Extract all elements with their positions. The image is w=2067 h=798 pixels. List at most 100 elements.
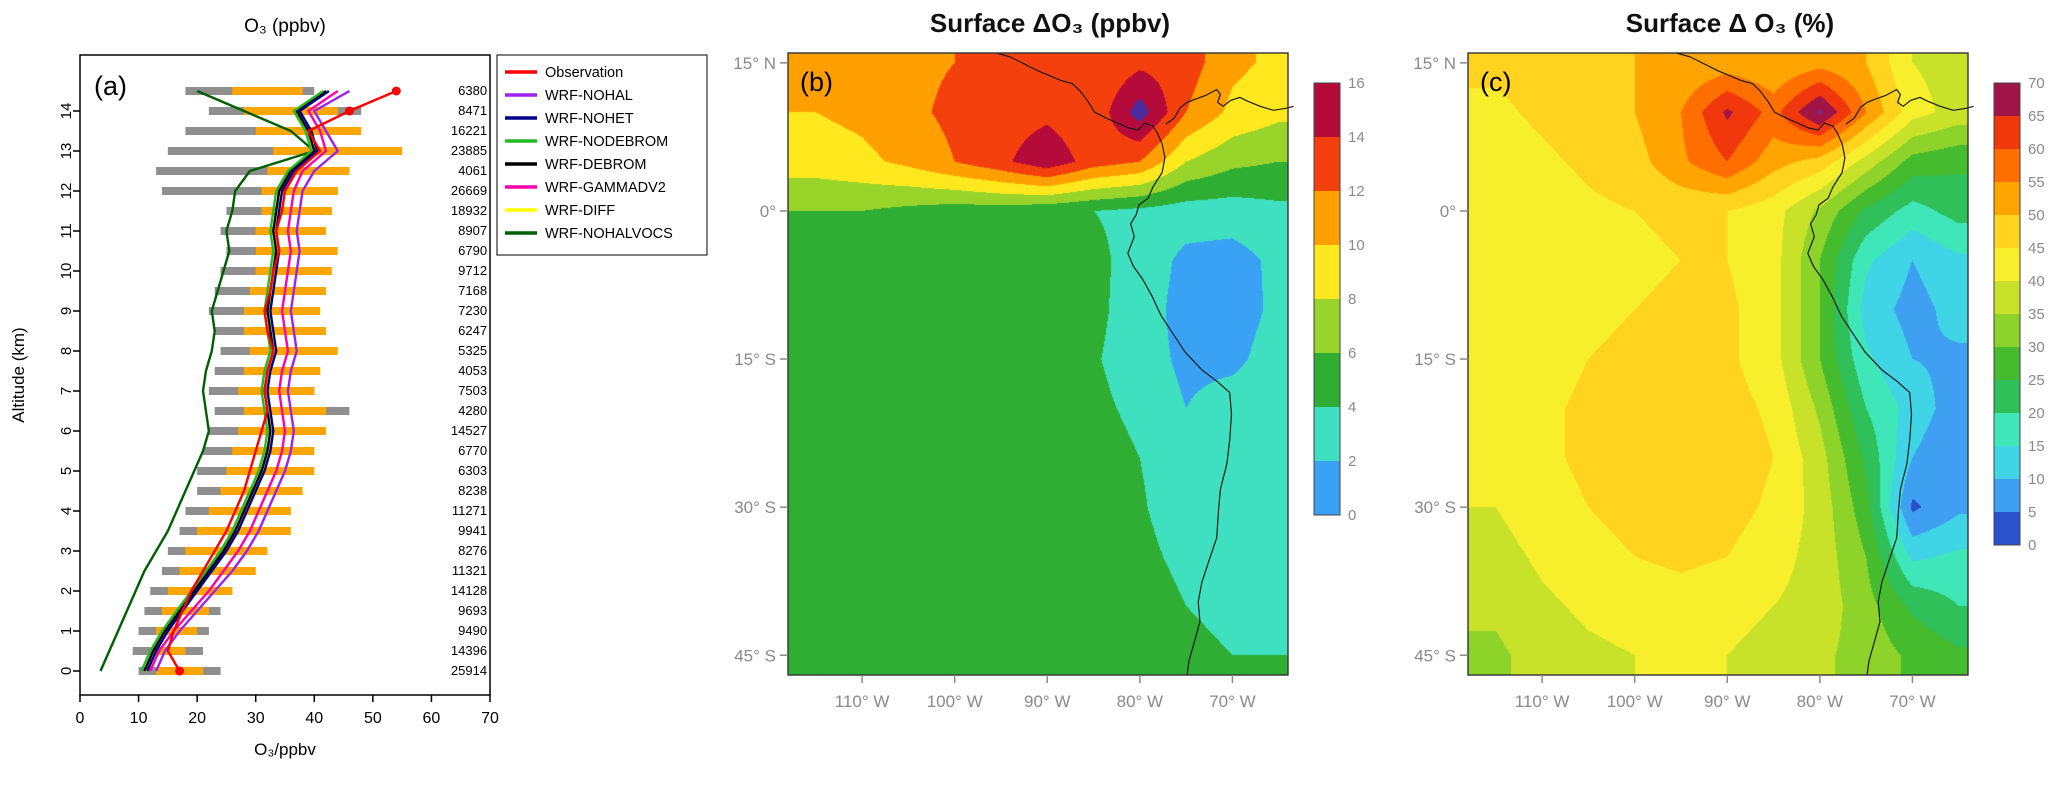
svg-text:7503: 7503 xyxy=(458,383,487,398)
svg-text:8907: 8907 xyxy=(458,223,487,238)
svg-text:15° N: 15° N xyxy=(1413,54,1456,73)
svg-text:55: 55 xyxy=(2028,174,2045,191)
svg-text:6770: 6770 xyxy=(458,443,487,458)
svg-text:7: 7 xyxy=(58,387,75,395)
svg-text:9490: 9490 xyxy=(458,623,487,638)
map-c: 110° W 100° W 90° W 80° W 70° W 15° N 0° 15° S 3… xyxy=(1390,39,2067,739)
svg-text:35: 35 xyxy=(2028,306,2045,323)
svg-text:23885: 23885 xyxy=(451,143,487,158)
svg-text:O₃ (ppbv): O₃ (ppbv) xyxy=(244,16,326,37)
svg-text:5325: 5325 xyxy=(458,343,487,358)
svg-text:4: 4 xyxy=(1348,399,1356,416)
svg-text:30: 30 xyxy=(2028,339,2045,356)
svg-text:Altitude (km): Altitude (km) xyxy=(9,327,28,422)
svg-text:11321: 11321 xyxy=(452,563,487,578)
panel-a: 0 10 20 30 40 50 60 70 0 1 2 3 4 5 6 7 8 9 10 11 12 13 14 25914… xyxy=(0,0,710,798)
svg-text:(b): (b) xyxy=(800,67,833,97)
svg-text:25914: 25914 xyxy=(451,663,487,678)
svg-text:6247: 6247 xyxy=(458,323,487,338)
svg-text:60: 60 xyxy=(2028,141,2045,158)
svg-text:0: 0 xyxy=(2028,537,2036,554)
map-field-canvas xyxy=(1468,53,1968,675)
panel-b-title: Surface ΔO₃ (ppbv) xyxy=(929,8,1171,38)
svg-text:60: 60 xyxy=(423,710,441,727)
panel-c-title: Surface Δ O₃ (%) xyxy=(1625,8,1835,38)
svg-text:70: 70 xyxy=(2028,75,2045,92)
svg-text:15: 15 xyxy=(2028,438,2045,455)
svg-text:11: 11 xyxy=(58,223,75,239)
svg-text:Observation: Observation xyxy=(545,65,623,81)
svg-text:0°: 0° xyxy=(760,202,776,221)
svg-text:8238: 8238 xyxy=(458,483,487,498)
map-overlay: 110° W 100° W 90° W 80° W 70° W 15° N 0° 15° S 3… xyxy=(733,52,1365,711)
svg-text:50: 50 xyxy=(364,710,382,727)
svg-text:65: 65 xyxy=(2028,108,2045,125)
svg-text:O₃/ppbv: O₃/ppbv xyxy=(254,740,316,759)
svg-text:110° W: 110° W xyxy=(835,692,890,711)
svg-text:110° W: 110° W xyxy=(1515,692,1570,711)
svg-text:30° S: 30° S xyxy=(734,498,776,517)
svg-text:11271: 11271 xyxy=(452,503,487,518)
svg-text:5: 5 xyxy=(58,467,75,475)
svg-text:2: 2 xyxy=(1348,453,1356,470)
svg-text:20: 20 xyxy=(2028,405,2045,422)
svg-text:16: 16 xyxy=(1348,75,1365,92)
svg-text:9712: 9712 xyxy=(458,263,487,278)
svg-text:WRF-NOHALVOCS: WRF-NOHALVOCS xyxy=(545,226,673,242)
svg-text:2: 2 xyxy=(58,587,75,595)
svg-text:40: 40 xyxy=(2028,273,2045,290)
svg-text:14128: 14128 xyxy=(451,583,487,598)
svg-text:70: 70 xyxy=(481,710,499,727)
svg-text:8276: 8276 xyxy=(458,543,487,558)
map-field-canvas xyxy=(788,53,1288,675)
svg-text:90° W: 90° W xyxy=(1024,692,1070,711)
panel-c: Surface Δ O₃ (%) 110° W 100° W 90° W 80° W 7… xyxy=(1390,0,2067,798)
svg-text:45: 45 xyxy=(2028,240,2045,257)
svg-text:1: 1 xyxy=(58,627,75,635)
svg-text:4053: 4053 xyxy=(458,363,487,378)
svg-text:30° S: 30° S xyxy=(1414,498,1456,517)
svg-text:WRF-NOHAL: WRF-NOHAL xyxy=(545,88,633,104)
svg-text:90° W: 90° W xyxy=(1704,692,1750,711)
svg-text:10: 10 xyxy=(1348,237,1365,254)
svg-text:14396: 14396 xyxy=(451,643,487,658)
svg-text:10: 10 xyxy=(58,263,75,280)
svg-text:5: 5 xyxy=(2028,504,2036,521)
svg-text:3: 3 xyxy=(58,547,75,555)
svg-text:6: 6 xyxy=(1348,345,1356,362)
svg-text:14: 14 xyxy=(1348,129,1365,146)
svg-text:45° S: 45° S xyxy=(734,646,776,665)
svg-text:12: 12 xyxy=(1348,183,1365,200)
svg-text:(a): (a) xyxy=(94,71,127,101)
svg-text:9693: 9693 xyxy=(458,603,487,618)
svg-text:100° W: 100° W xyxy=(927,692,983,711)
svg-text:0: 0 xyxy=(76,710,85,727)
svg-text:15° S: 15° S xyxy=(1414,350,1456,369)
svg-text:7168: 7168 xyxy=(458,283,487,298)
svg-text:70° W: 70° W xyxy=(1889,692,1935,711)
svg-text:WRF-NOHET: WRF-NOHET xyxy=(545,111,634,127)
svg-text:14527: 14527 xyxy=(451,423,487,438)
svg-text:WRF-DEBROM: WRF-DEBROM xyxy=(545,157,647,173)
panel-b: Surface ΔO₃ (ppbv) 110° W 100° W 90° W 80° … xyxy=(710,0,1390,798)
svg-text:20: 20 xyxy=(188,710,206,727)
svg-text:0°: 0° xyxy=(1440,202,1456,221)
svg-text:WRF-NODEBROM: WRF-NODEBROM xyxy=(545,134,668,150)
svg-text:6303: 6303 xyxy=(458,463,487,478)
svg-text:8471: 8471 xyxy=(458,103,487,118)
svg-text:80° W: 80° W xyxy=(1797,692,1843,711)
svg-text:45° S: 45° S xyxy=(1414,646,1456,665)
svg-text:80° W: 80° W xyxy=(1117,692,1163,711)
profile-chart: 0 10 20 30 40 50 60 700123456789101112131425914… xyxy=(9,16,708,759)
map-overlay: 110° W 100° W 90° W 80° W 70° W 15° N 0° 15° S 3… xyxy=(1413,52,2045,711)
svg-text:4: 4 xyxy=(58,507,75,515)
svg-text:WRF-DIFF: WRF-DIFF xyxy=(545,203,615,219)
svg-text:15° S: 15° S xyxy=(734,350,776,369)
svg-text:9941: 9941 xyxy=(458,523,487,538)
svg-text:10: 10 xyxy=(2028,471,2045,488)
svg-text:6790: 6790 xyxy=(458,243,487,258)
svg-text:18932: 18932 xyxy=(451,203,487,218)
svg-text:30: 30 xyxy=(247,710,265,727)
svg-text:WRF-GAMMADV2: WRF-GAMMADV2 xyxy=(545,180,666,196)
